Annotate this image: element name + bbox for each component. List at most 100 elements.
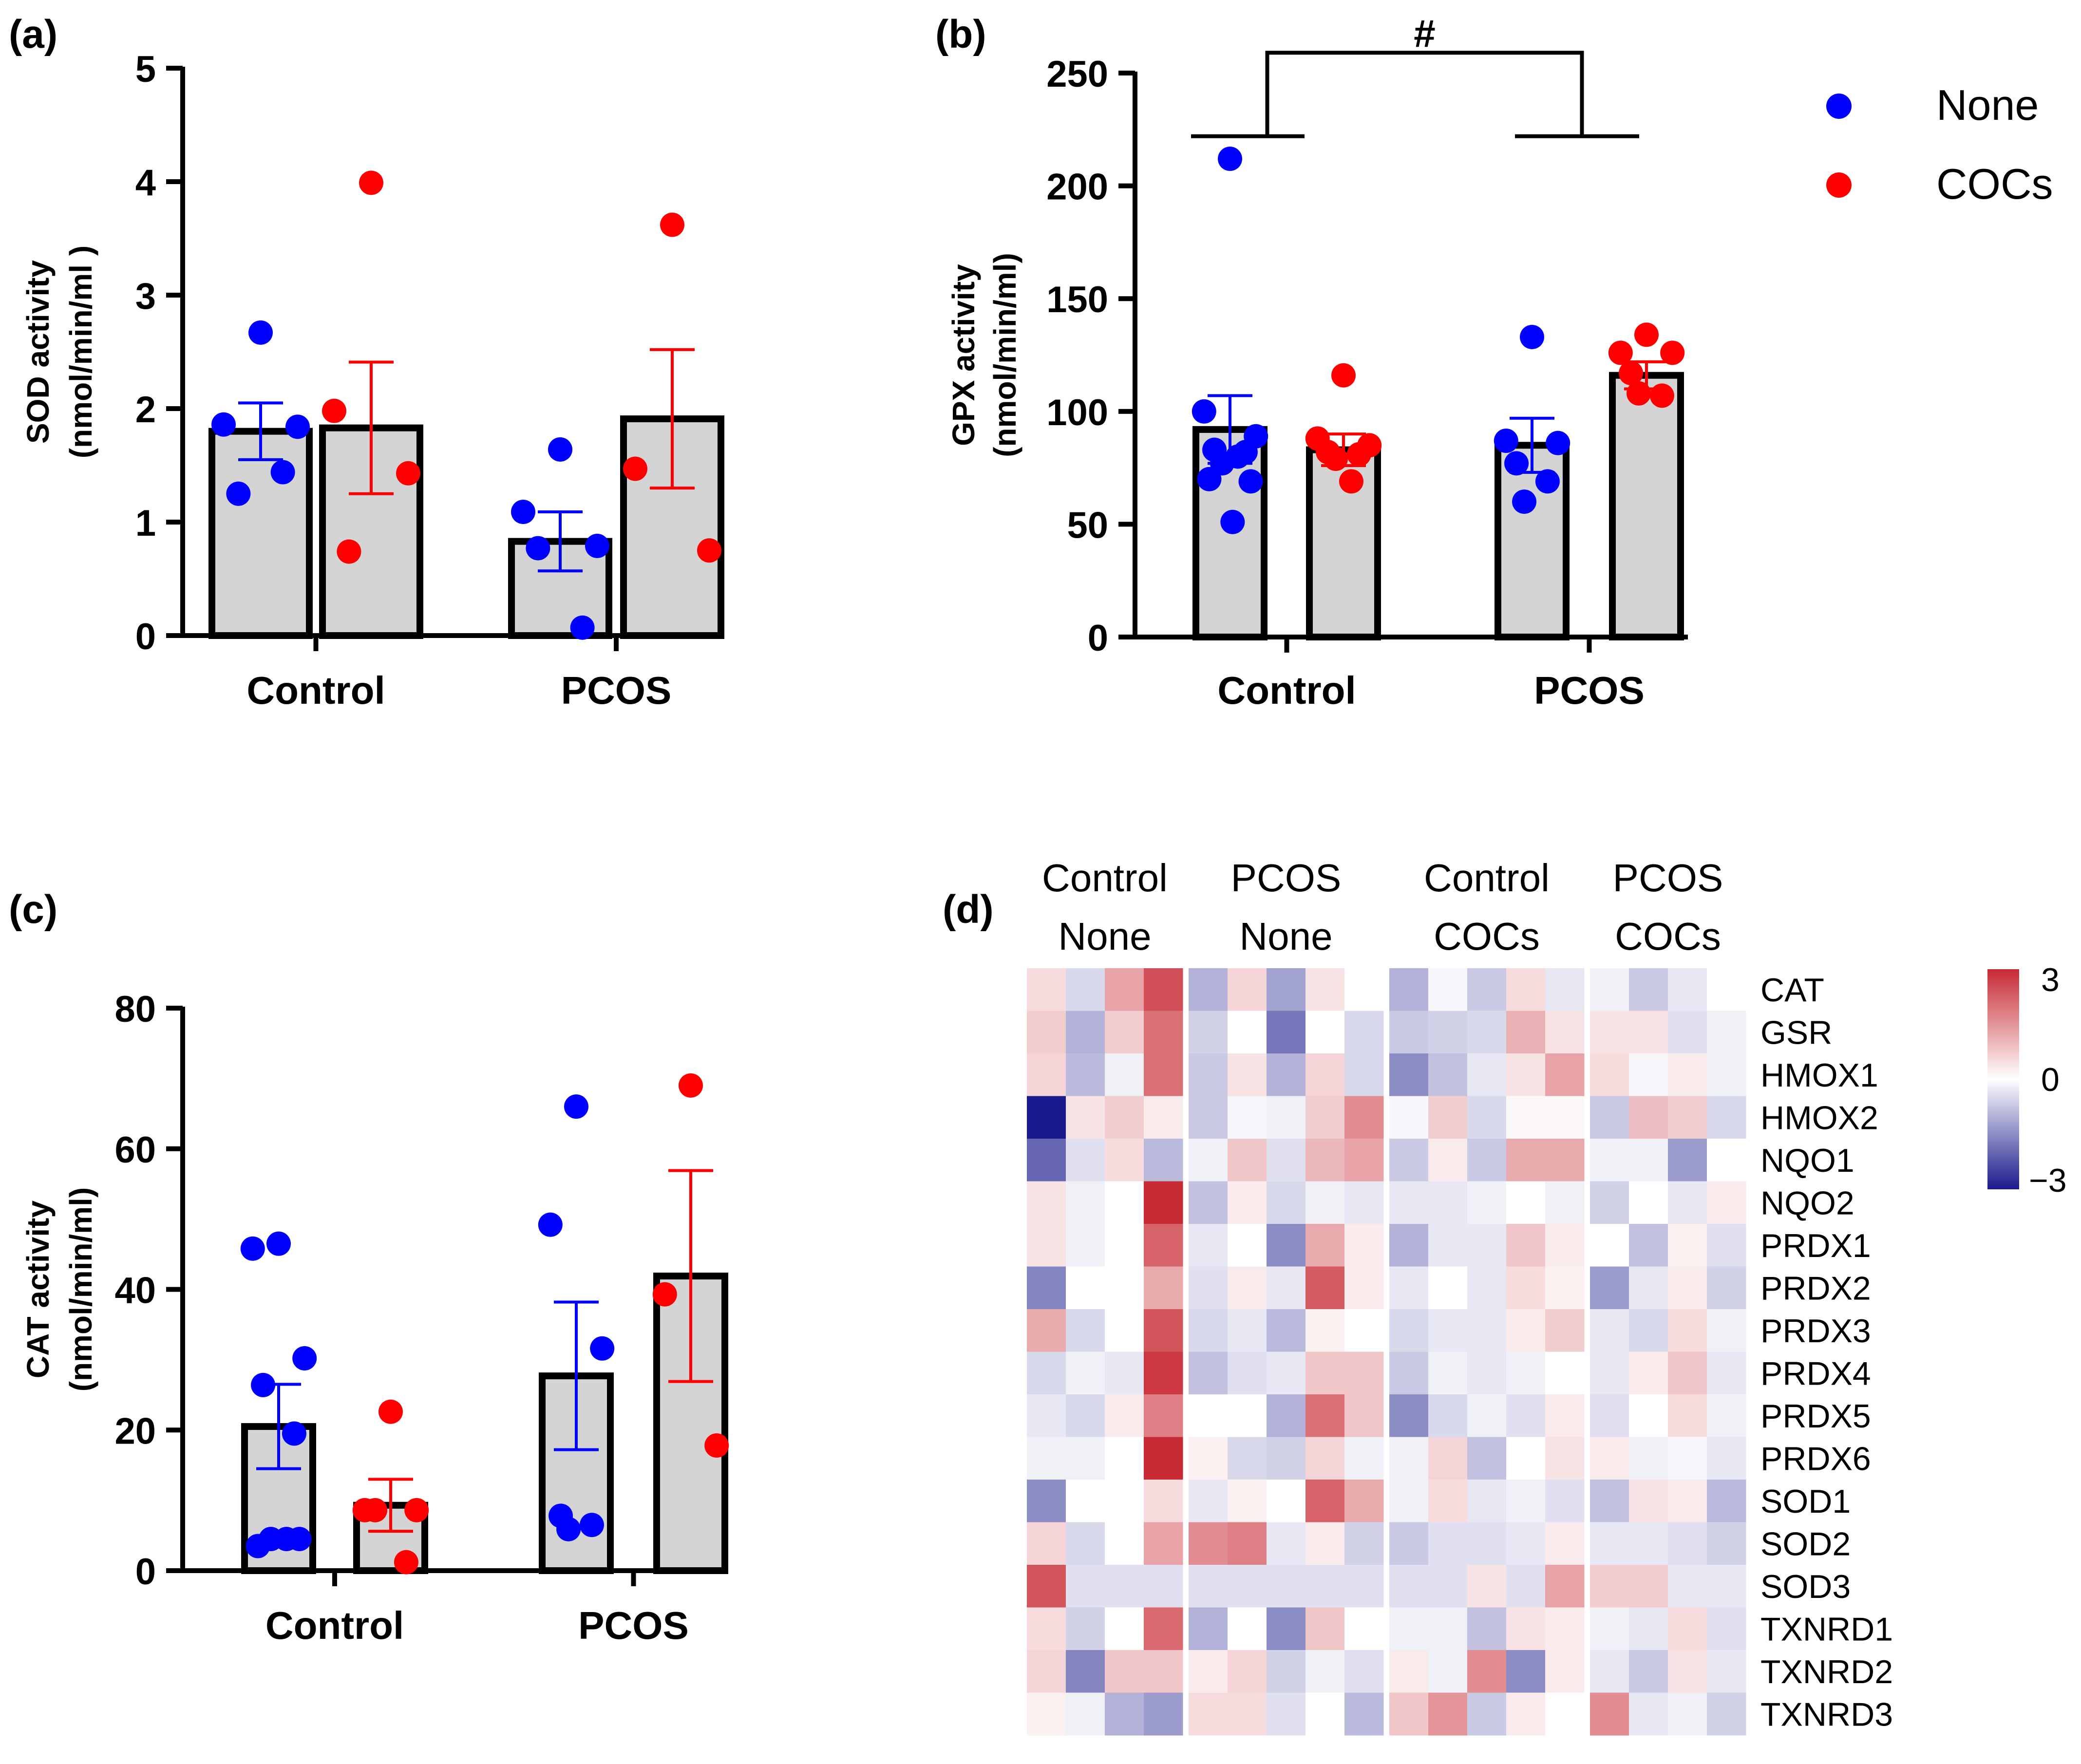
heatmap-cell (1707, 1139, 1746, 1182)
data-point-none (579, 1513, 604, 1538)
heatmap-group-label: Control (1042, 856, 1168, 900)
heatmap-cell (1189, 968, 1228, 1011)
data-point-cocs (704, 1433, 729, 1458)
heatmap-cell (1027, 1650, 1066, 1693)
heatmap-row-label: PRDX1 (1760, 1227, 1871, 1264)
heatmap-cell (1344, 1266, 1384, 1310)
heatmap-row-label: NQO1 (1760, 1142, 1854, 1179)
heatmap-cell (1305, 1692, 1345, 1736)
y-tick-label: 0 (1088, 618, 1108, 659)
heatmap-cell (1428, 1011, 1468, 1054)
heatmap-cell (1506, 1309, 1546, 1352)
data-point-cocs (1339, 469, 1363, 494)
data-point-cocs (322, 398, 346, 423)
heatmap-cell (1267, 1565, 1306, 1608)
heatmap-row-label: PRDX4 (1760, 1355, 1871, 1392)
heatmap-cell (1228, 1522, 1267, 1565)
heatmap-cell (1105, 1309, 1144, 1352)
heatmap-cell (1629, 1565, 1668, 1608)
data-point-none (248, 320, 273, 345)
heatmap-cell (1506, 1650, 1546, 1693)
heatmap-cell (1467, 1266, 1507, 1310)
heatmap-cell (1467, 1351, 1507, 1395)
heatmap-cell (1389, 1692, 1429, 1736)
heatmap-cell (1467, 1309, 1507, 1352)
heatmap-cell (1428, 1309, 1468, 1352)
heatmap-cell (1629, 1437, 1668, 1480)
heatmap-cell (1467, 1607, 1507, 1651)
data-point-none (564, 1094, 588, 1119)
heatmap-cell (1344, 1181, 1384, 1224)
heatmap-cell (1027, 1224, 1066, 1267)
heatmap-cell (1590, 1480, 1629, 1522)
heatmap-cell (1144, 1011, 1183, 1054)
data-point-cocs (1649, 383, 1674, 408)
heatmap-cell (1228, 1053, 1267, 1096)
heatmap-cell (1668, 1692, 1707, 1736)
heatmap-cell (1590, 1224, 1629, 1267)
heatmap-cell (1189, 1351, 1228, 1395)
heatmap-cell (1105, 1650, 1144, 1693)
heatmap-cell (1707, 1053, 1746, 1096)
heatmap-cell (1305, 1522, 1345, 1565)
heatmap-cell (1144, 1565, 1183, 1608)
heatmap-cell (1629, 1650, 1668, 1693)
heatmap-cell (1590, 968, 1629, 1011)
heatmap-cell (1189, 1266, 1228, 1310)
heatmap-row-label: HMOX1 (1760, 1057, 1878, 1094)
y-tick-label: 1 (135, 503, 156, 544)
heatmap-cell (1027, 1139, 1066, 1182)
heatmap-cell (1066, 1565, 1105, 1608)
heatmap-cell (1629, 1309, 1668, 1352)
heatmap-cell (1389, 1224, 1429, 1267)
heatmap-cell (1305, 968, 1345, 1011)
heatmap-cell (1668, 1053, 1707, 1096)
heatmap-cell (1428, 1565, 1468, 1608)
heatmap-group-label: COCs (1434, 915, 1540, 958)
heatmap-cell (1629, 1607, 1668, 1651)
y-tick-label: 0 (135, 1551, 156, 1593)
heatmap-cell (1506, 1011, 1546, 1054)
y-tick-label: 2 (135, 389, 156, 431)
heatmap-group-label: COCs (1615, 915, 1721, 958)
heatmap-cell (1545, 1011, 1585, 1054)
heatmap-cell (1668, 1266, 1707, 1310)
data-point-none (251, 1372, 276, 1397)
y-axis-title-units: (nmol/min/ml) (63, 1187, 98, 1392)
heatmap-cell (1590, 1437, 1629, 1480)
heatmap-cell (1590, 1565, 1629, 1608)
heatmap-cell (1629, 1266, 1668, 1310)
heatmap-cell (1189, 1480, 1228, 1522)
heatmap-cell (1389, 1096, 1429, 1139)
heatmap-group-label: None (1239, 915, 1332, 958)
heatmap-cell (1707, 1650, 1746, 1693)
y-tick-label: 0 (135, 616, 156, 657)
heatmap-cell (1707, 1437, 1746, 1480)
heatmap-cell (1668, 1522, 1707, 1565)
heatmap-cell (1144, 1139, 1183, 1182)
heatmap-cell (1144, 1522, 1183, 1565)
data-point-cocs (396, 461, 420, 486)
heatmap-cell (1027, 1437, 1066, 1480)
data-point-cocs (404, 1498, 429, 1522)
heatmap-cell (1545, 1692, 1585, 1736)
heatmap-cell (1428, 1480, 1468, 1522)
heatmap-cell (1305, 1139, 1345, 1182)
data-point-none (282, 1421, 306, 1446)
heatmap-cell (1027, 1011, 1066, 1054)
heatmap-cell (1189, 1522, 1228, 1565)
heatmap-cell (1305, 1565, 1345, 1608)
heatmap-cell (1668, 1309, 1707, 1352)
heatmap-cell (1506, 1266, 1546, 1310)
heatmap-cell (1144, 1053, 1183, 1096)
heatmap-cell (1305, 1053, 1345, 1096)
data-point-none (511, 500, 535, 525)
heatmap-cell (1389, 1437, 1429, 1480)
data-point-none (1225, 444, 1250, 469)
heatmap-cell (1629, 1181, 1668, 1224)
heatmap-cell (1668, 1139, 1707, 1182)
heatmap-cell (1467, 1394, 1507, 1437)
heatmap-cell (1545, 1309, 1585, 1352)
heatmap-cell (1066, 1394, 1105, 1437)
